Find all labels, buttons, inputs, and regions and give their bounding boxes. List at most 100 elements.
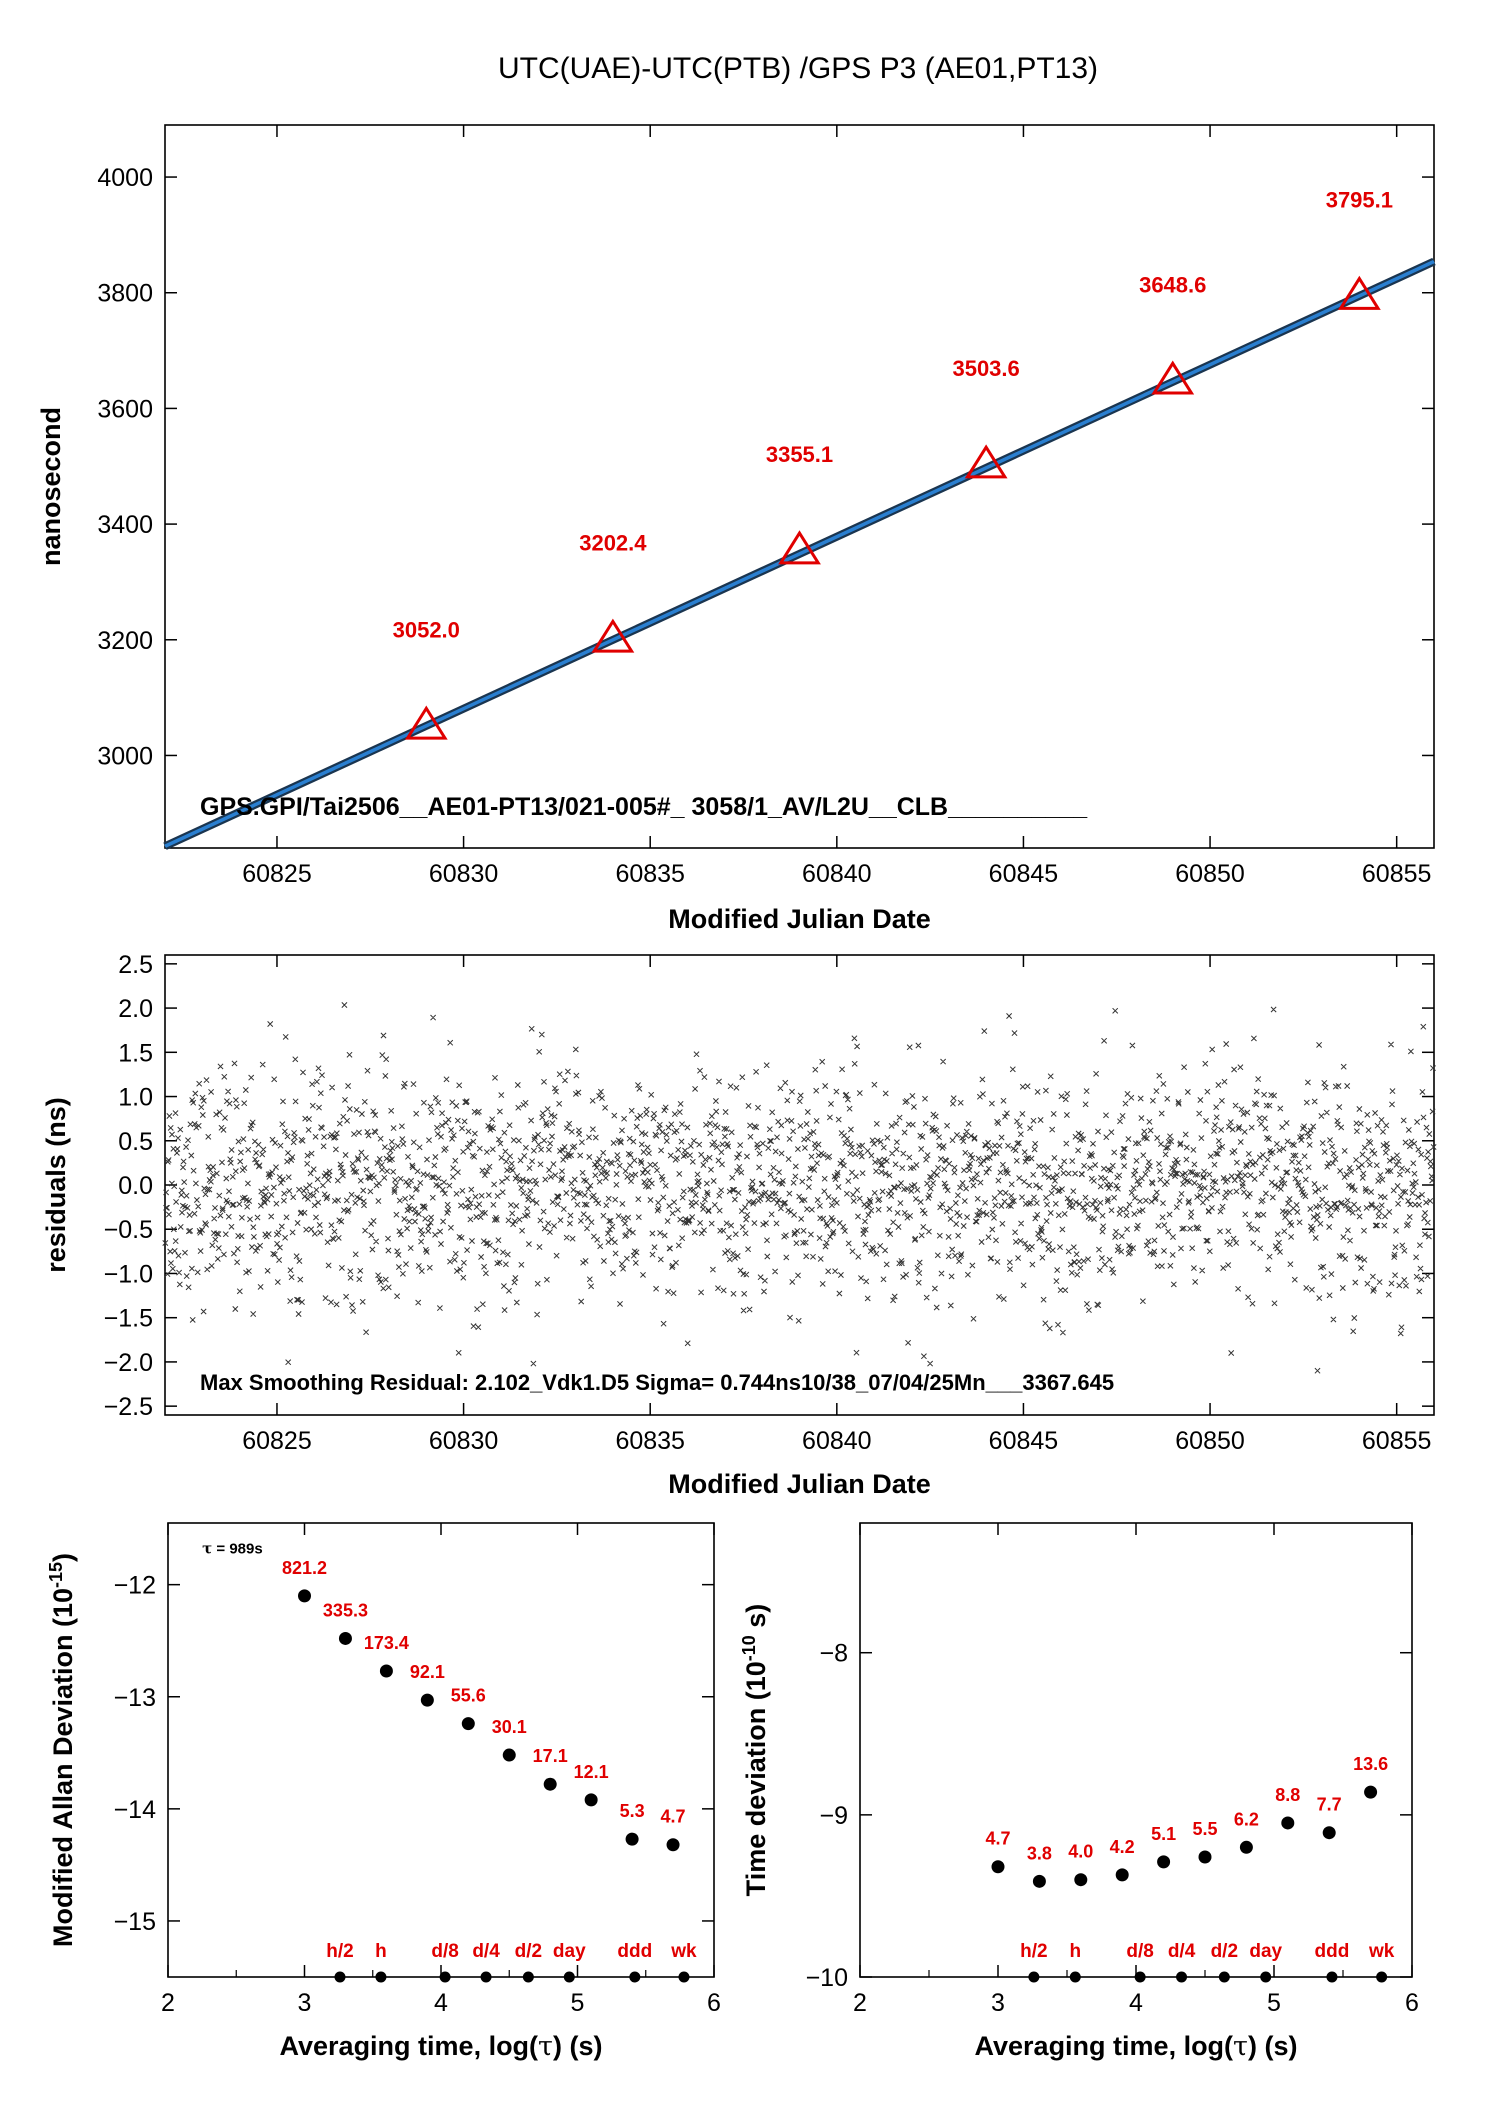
- baseline-label: d/2: [1211, 1941, 1238, 1962]
- baseline-label: d/8: [431, 1941, 458, 1962]
- baseline-point: [1028, 1971, 1040, 1983]
- baseline-label: day: [553, 1941, 586, 1962]
- plot-frame: [164, 124, 1435, 849]
- baseline-label: wk: [1368, 1941, 1395, 1962]
- triangle-marker: [778, 530, 821, 565]
- data-point: [338, 1631, 352, 1645]
- baseline-label: wk: [670, 1941, 697, 1962]
- point-label: 55.6: [451, 1686, 486, 1706]
- marker-label: 3503.6: [952, 356, 1019, 381]
- x-axis-label: Averaging time, log(τ) (s): [975, 2031, 1298, 2062]
- y-axis-label: Modified Allan Deviation (10-15): [46, 1553, 78, 1947]
- marker-label: 3648.6: [1139, 272, 1206, 297]
- baseline-point: [439, 1971, 451, 1983]
- y-tick-label: 3000: [97, 742, 153, 770]
- baseline-point: [522, 1971, 534, 1983]
- y-tick-label: 3600: [97, 395, 153, 423]
- x-tick-label: 6: [1405, 1989, 1419, 2017]
- point-label: 4.2: [1110, 1837, 1135, 1857]
- y-tick-label: 3800: [97, 280, 153, 308]
- baseline-point: [1260, 1971, 1272, 1983]
- y-tick-label: 3200: [97, 627, 153, 655]
- data-point: [1115, 1868, 1129, 1882]
- y-tick-label: −2.0: [104, 1349, 153, 1377]
- x-tick-label: 60830: [429, 860, 499, 888]
- y-tick-label: 0.5: [118, 1128, 153, 1156]
- baseline-point: [1134, 1971, 1146, 1983]
- x-axis-label: Modified Julian Date: [668, 1469, 931, 1499]
- y-tick-label: −1.5: [104, 1305, 153, 1333]
- x-tick-label: 3: [298, 1989, 312, 2017]
- data-point: [1239, 1840, 1253, 1854]
- point-label: 8.8: [1275, 1785, 1300, 1805]
- data-point: [991, 1860, 1005, 1874]
- data-point: [1074, 1873, 1088, 1887]
- y-tick-label: −14: [114, 1796, 157, 1824]
- x-tick-label: 60855: [1362, 1427, 1432, 1455]
- data-point: [1157, 1855, 1171, 1869]
- y-tick-label: −0.5: [104, 1216, 153, 1244]
- baseline-point: [480, 1971, 492, 1983]
- data-point: [420, 1693, 434, 1707]
- x-tick-label: 6: [707, 1989, 721, 2017]
- point-label: 4.7: [661, 1807, 686, 1827]
- y-tick-label: 0.0: [118, 1172, 153, 1200]
- x-tick-label: 60845: [989, 1427, 1059, 1455]
- baseline-point: [1326, 1971, 1338, 1983]
- residuals-chart: 60825 60830 60835 60840 60845 60850 60855 −2.5 −…: [41, 951, 1437, 1499]
- top-annotation: GPS.GPI/Tai2506__AE01-PT13/021-005#_ 305…: [200, 793, 1088, 821]
- data-line: [164, 259, 1435, 848]
- data-point: [298, 1589, 311, 1603]
- y-tick-label: 2.0: [118, 995, 153, 1023]
- point-label: 30.1: [492, 1717, 527, 1737]
- baseline-point: [334, 1971, 346, 1983]
- x-axis-label: Modified Julian Date: [668, 904, 931, 934]
- data-point: [1322, 1826, 1336, 1840]
- x-tick-label: 60835: [615, 1427, 685, 1455]
- tau-note: τ = 989s: [202, 1539, 263, 1557]
- y-tick-label: −15: [114, 1908, 156, 1936]
- point-label: 4.7: [985, 1829, 1010, 1849]
- data-point: [666, 1838, 680, 1852]
- data-point: [1198, 1850, 1212, 1864]
- marker-label: 3795.1: [1326, 188, 1393, 213]
- x-tick-label: 60840: [802, 1427, 872, 1455]
- baseline-label: h/2: [1020, 1941, 1047, 1962]
- baseline-label: d/2: [515, 1941, 542, 1962]
- data-point: [625, 1832, 639, 1846]
- y-tick-label: −9: [819, 1802, 848, 1830]
- x-tick-label: 3: [991, 1989, 1005, 2017]
- point-label: 13.6: [1353, 1754, 1388, 1774]
- point-label: 5.3: [620, 1801, 645, 1821]
- baseline-label: d/4: [1168, 1941, 1196, 1962]
- baseline-label: ddd: [1315, 1941, 1350, 1962]
- figure-title: UTC(UAE)-UTC(PTB) /GPS P3 (AE01,PT13): [498, 52, 1098, 85]
- marker-label: 3355.1: [766, 442, 833, 467]
- x-tick-label: 60835: [615, 860, 685, 888]
- baseline-point: [1069, 1971, 1081, 1983]
- y-tick-label: 4000: [97, 164, 153, 192]
- baseline-point: [1218, 1971, 1230, 1983]
- data-point: [1364, 1785, 1378, 1799]
- y-tick-label: −1.0: [104, 1260, 153, 1288]
- x-tick-label: 4: [1129, 1989, 1143, 2017]
- x-tick-label: 2: [853, 1989, 867, 2017]
- baseline-label: h: [375, 1941, 387, 1962]
- y-tick-label: 1.0: [118, 1084, 153, 1112]
- point-label: 335.3: [323, 1600, 368, 1620]
- triangle-marker: [404, 705, 448, 740]
- y-tick-label: −13: [114, 1684, 156, 1712]
- marker-label: 3052.0: [393, 617, 460, 642]
- point-label: 5.1: [1151, 1824, 1176, 1844]
- point-label: 821.2: [282, 1558, 327, 1578]
- data-point: [543, 1777, 557, 1791]
- triangle-marker: [1337, 275, 1381, 310]
- y-axis-label: nanosecond: [36, 407, 66, 566]
- x-tick-label: 60830: [429, 1427, 499, 1455]
- x-tick-label: 60845: [989, 860, 1059, 888]
- x-tick-label: 60850: [1175, 860, 1245, 888]
- baseline-label: h: [1069, 1941, 1081, 1962]
- residuals-annotation: Max Smoothing Residual: 2.102_Vdk1.D5 Si…: [200, 1370, 1114, 1395]
- baseline-label: d/8: [1126, 1941, 1153, 1962]
- y-tick-label: 1.5: [118, 1039, 153, 1067]
